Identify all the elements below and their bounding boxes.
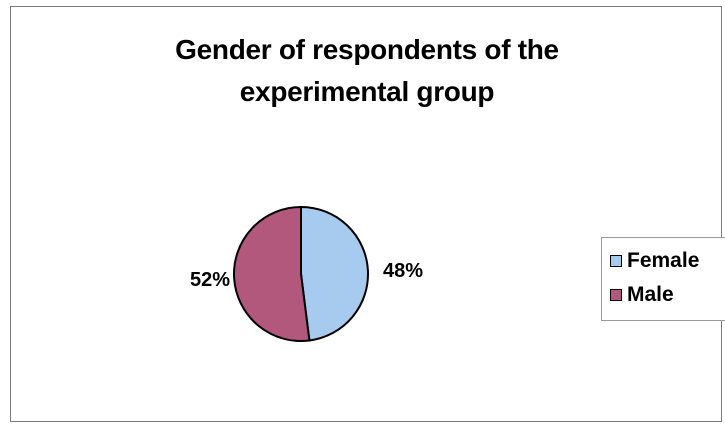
legend-swatch-male <box>610 289 622 301</box>
pie-chart <box>233 205 369 342</box>
pie-slice-male <box>233 205 311 342</box>
chart-title: Gender of respondents of the experimenta… <box>11 29 723 113</box>
chart-title-line-1: Gender of respondents of the <box>175 34 559 65</box>
legend-item-female: Female <box>610 249 699 273</box>
legend-label-male: Male <box>627 283 674 306</box>
pie-slice-female <box>300 205 369 342</box>
chart-title-line-2: experimental group <box>239 76 495 107</box>
legend-label-female: Female <box>627 249 700 272</box>
data-label-male: 52% <box>190 269 231 291</box>
chart-legend: Female Male <box>601 237 725 321</box>
chart-frame: Gender of respondents of the experimenta… <box>10 6 725 422</box>
data-label-female: 48% <box>383 260 424 282</box>
legend-item-male: Male <box>610 283 674 307</box>
legend-swatch-female <box>610 255 622 267</box>
